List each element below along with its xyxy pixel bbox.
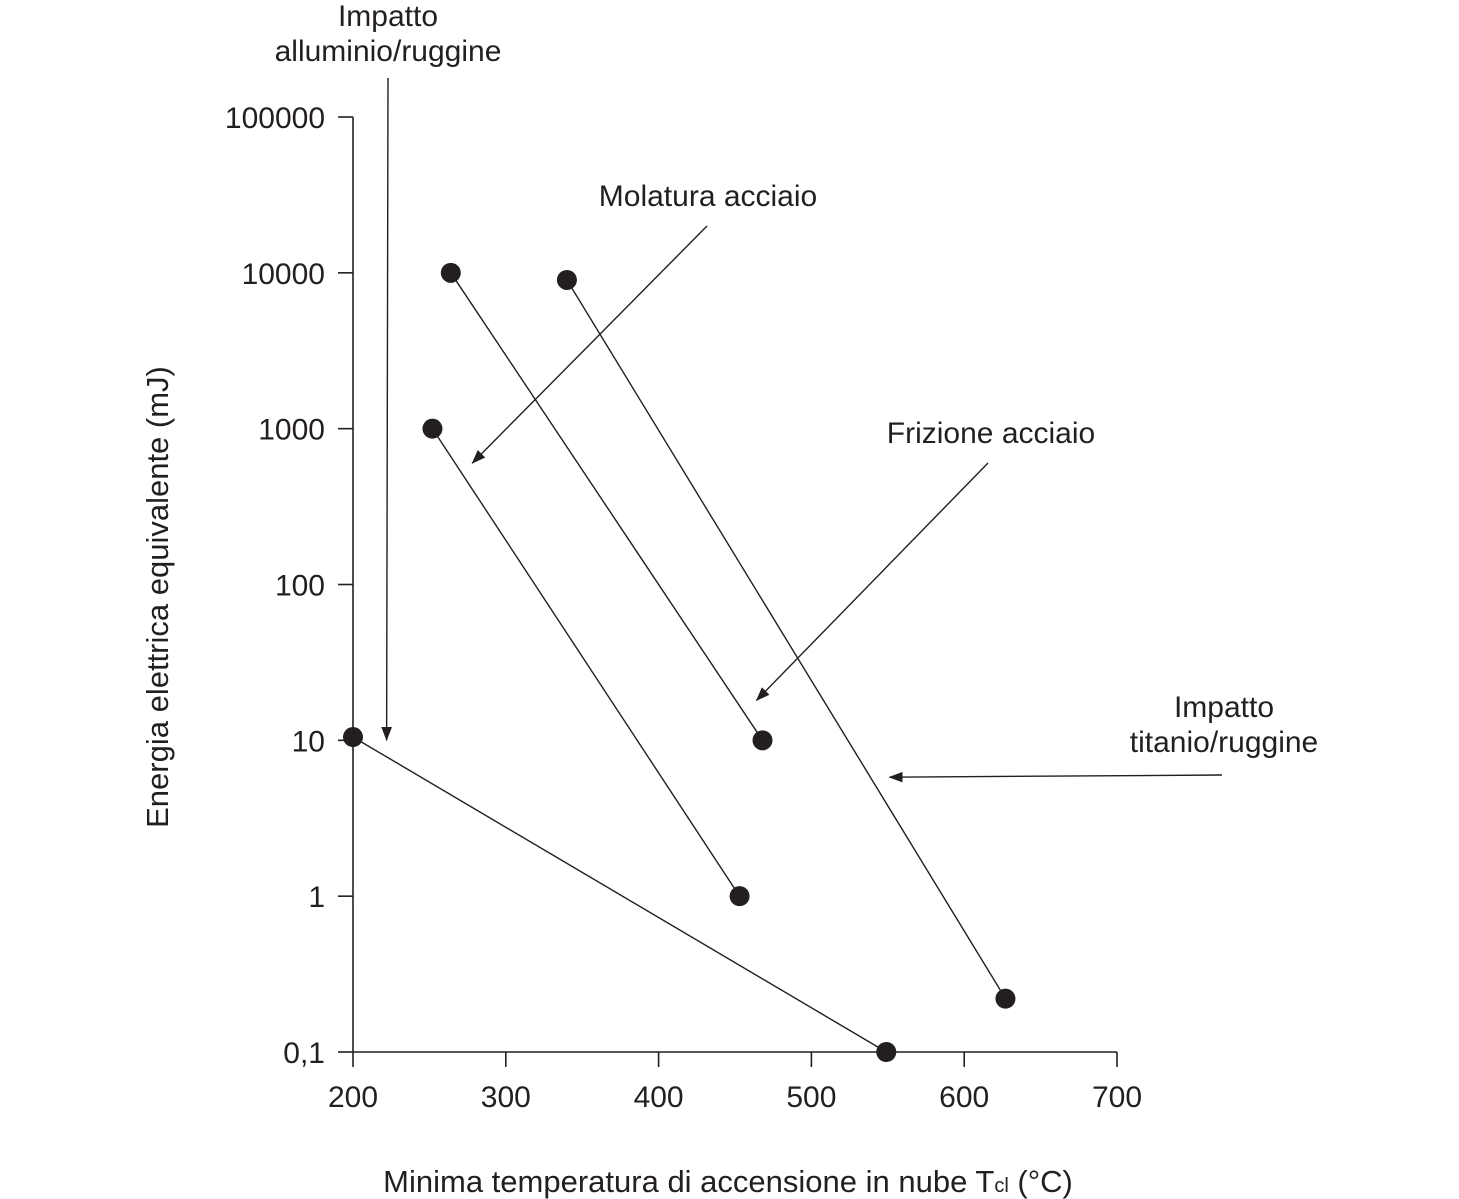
annotation-arrow: [755, 462, 989, 702]
annotation-label-line: alluminio/ruggine: [275, 35, 502, 68]
annotation-label-line: titanio/ruggine: [1130, 726, 1318, 759]
annotation-label: Molatura acciaio: [599, 180, 817, 213]
y-tick-label: 1: [308, 881, 325, 914]
data-point: [343, 727, 363, 748]
data-point: [995, 988, 1016, 1009]
data-point: [440, 262, 461, 283]
x-axis-title-unit: (°C): [1009, 1164, 1073, 1199]
annotation-label-line: Molatura acciaio: [599, 180, 817, 213]
annotation-arrow: [471, 225, 708, 464]
axes: 0,1 1 10 100 1000 10000 100000 200 300 400 500 600 7…: [225, 102, 1142, 1114]
data-point: [729, 886, 750, 907]
x-axis-title: Minima temperatura di accensione in nube…: [383, 1164, 1073, 1199]
x-tick-label: 400: [634, 1081, 684, 1114]
points-group: [343, 262, 1016, 1062]
annotation-label-line: Frizione acciaio: [887, 417, 1095, 450]
y-tick-label: 10000: [242, 258, 325, 291]
annotation-arrow: [888, 771, 1223, 783]
data-point: [556, 269, 577, 290]
data-point: [422, 418, 443, 439]
y-axis-title: Energia elettrica equivalente (mJ): [140, 366, 175, 828]
x-tick-label: 300: [481, 1081, 531, 1114]
y-tick-label: 0,1: [283, 1037, 325, 1070]
y-tick-label: 100000: [225, 102, 325, 135]
series-line: [566, 279, 1007, 999]
x-axis-title-subscript: cl: [994, 1175, 1008, 1197]
x-tick-label: 700: [1092, 1081, 1142, 1114]
x-tick-label: 600: [939, 1081, 989, 1114]
annotation-label-line: Impatto: [338, 0, 438, 33]
series-line: [352, 736, 887, 1053]
x-tick-label: 200: [328, 1081, 378, 1114]
data-point: [752, 730, 773, 751]
annotation-label-line: Impatto: [1174, 691, 1274, 724]
series-group: [352, 272, 1007, 1053]
x-tick-label: 500: [786, 1081, 836, 1114]
annotation-label: Impatto titanio/ruggine: [1130, 691, 1318, 759]
annotation-arrow: [381, 77, 392, 742]
annotation-label: Frizione acciaio: [887, 417, 1095, 450]
series-line: [431, 428, 741, 897]
data-point: [876, 1042, 897, 1062]
y-tick-label: 10: [292, 725, 325, 758]
x-axis-title-main: Minima temperatura di accensione in nube…: [383, 1164, 994, 1199]
annotation-label: Impatto alluminio/ruggine: [275, 0, 502, 68]
series-line: [450, 272, 764, 741]
y-tick-label: 100: [275, 570, 325, 603]
y-tick-label: 1000: [258, 414, 325, 447]
